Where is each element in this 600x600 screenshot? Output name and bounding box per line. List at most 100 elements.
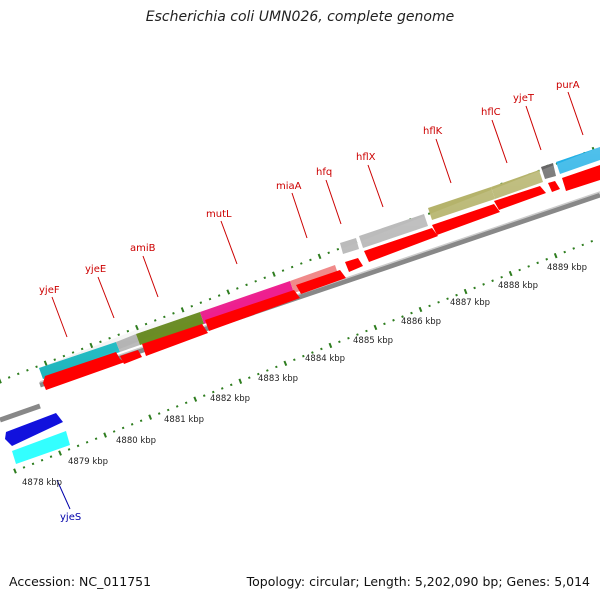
minor-tick (392, 318, 395, 322)
tick-label-4882: 4882 kbp (210, 394, 250, 404)
gene-label-amiB[interactable]: amiB (130, 243, 156, 254)
cds-arrow[interactable] (120, 350, 142, 364)
cds-arrow[interactable] (43, 352, 125, 390)
tick-label-4881: 4881 kbp (164, 415, 204, 425)
major-tick (13, 468, 17, 474)
minor-tick (35, 365, 38, 369)
tick-track-lower (13, 240, 594, 474)
gene-label-hflC[interactable]: hflC (481, 107, 501, 118)
minor-tick (144, 322, 148, 326)
minor-tick (518, 268, 521, 272)
minor-tick (217, 294, 221, 297)
minor-tick (53, 358, 57, 361)
accession-label: Accession: NC_011751 (9, 574, 152, 589)
gene-label-yjeE[interactable]: yjeE (85, 264, 106, 275)
gene-label-yjeT[interactable]: yjeT (513, 93, 535, 104)
gene-label-purA[interactable]: purA (556, 80, 580, 91)
tick-label-4883: 4883 kbp (258, 374, 298, 384)
minor-tick (99, 340, 102, 344)
minor-tick (309, 258, 312, 262)
tick-label-4878: 4878 kbp (22, 478, 62, 488)
cds-track-upper (43, 165, 600, 390)
minor-tick (229, 383, 233, 387)
minor-tick (245, 283, 248, 287)
tick-label-4884: 4884 kbp (305, 354, 345, 364)
minor-tick (500, 275, 503, 279)
minor-tick (139, 419, 143, 423)
minor-tick (401, 315, 404, 318)
major-tick (103, 432, 107, 438)
minor-tick (275, 365, 278, 369)
gene-label-yjeF[interactable]: yjeF (39, 285, 60, 296)
gene-label-yjeS[interactable]: yjeS (60, 512, 81, 523)
minor-tick (536, 261, 539, 265)
gene-mutL-block[interactable] (200, 281, 294, 324)
major-tick (148, 414, 153, 420)
cds-arrow[interactable] (296, 270, 346, 294)
minor-tick (263, 276, 267, 280)
minor-tick (130, 423, 134, 426)
major-tick (58, 450, 62, 456)
cds-arrow[interactable] (345, 258, 363, 272)
tick-label-4880: 4880 kbp (116, 436, 156, 446)
cds-arrow[interactable] (364, 228, 438, 262)
minor-tick (446, 297, 449, 300)
minor-tick (410, 311, 413, 315)
minor-tick (67, 448, 71, 451)
minor-tick (254, 280, 257, 283)
minor-tick (356, 333, 359, 336)
cds-arrow[interactable] (562, 165, 600, 191)
minor-tick (581, 243, 585, 247)
gene-yjeS-block[interactable] (5, 413, 63, 446)
major-tick (89, 342, 94, 349)
minor-tick (365, 329, 368, 333)
cds-arrow[interactable] (432, 204, 500, 235)
tick-label-4887: 4887 kbp (450, 298, 490, 308)
gene-band-upper (39, 147, 600, 379)
major-tick (508, 270, 513, 277)
minor-tick (199, 301, 203, 304)
gene-band-lower (5, 413, 70, 464)
minor-tick (256, 372, 260, 376)
minor-tick (302, 354, 305, 358)
minor-tick (208, 297, 212, 301)
gene-label-mutL[interactable]: mutL (206, 209, 232, 220)
minor-tick (320, 347, 323, 351)
gene-label-hflK[interactable]: hflK (423, 126, 443, 137)
major-tick (238, 378, 243, 384)
minor-tick (94, 437, 98, 441)
minor-tick (281, 269, 285, 272)
gene-labels: yjeF yjeE amiB mutL miaA hfq hflX hflK h… (39, 80, 580, 523)
tick-label-4879: 4879 kbp (68, 457, 108, 467)
gene-label-hflX[interactable]: hflX (356, 152, 376, 163)
cds-arrow[interactable] (494, 186, 546, 210)
minor-tick (299, 262, 303, 265)
minor-tick (266, 369, 269, 372)
minor-tick (590, 240, 594, 243)
minor-tick (49, 455, 53, 458)
minor-tick (108, 336, 111, 340)
minor-tick (31, 462, 35, 466)
tick-label-4889: 4889 kbp (547, 263, 587, 273)
minor-tick (491, 279, 494, 283)
tick-label-4886: 4886 kbp (401, 317, 441, 327)
minor-tick (117, 333, 121, 337)
minor-tick (311, 351, 314, 354)
gene-label-hfq[interactable]: hfq (316, 167, 332, 178)
gene-yjeS-bar[interactable] (12, 431, 70, 464)
cds-arrow[interactable] (548, 181, 560, 192)
minor-tick (455, 293, 458, 297)
cds-arrow[interactable] (205, 290, 300, 331)
gene-label-miaA[interactable]: miaA (276, 181, 302, 192)
minor-tick (121, 426, 125, 430)
minor-tick (290, 265, 294, 269)
gene-leader-lines (51, 91, 584, 510)
major-tick (43, 360, 48, 366)
minor-tick (545, 257, 549, 261)
minor-tick (85, 440, 89, 444)
cds-arrow[interactable] (142, 324, 208, 356)
minor-tick (71, 351, 75, 354)
minor-tick (338, 340, 341, 344)
